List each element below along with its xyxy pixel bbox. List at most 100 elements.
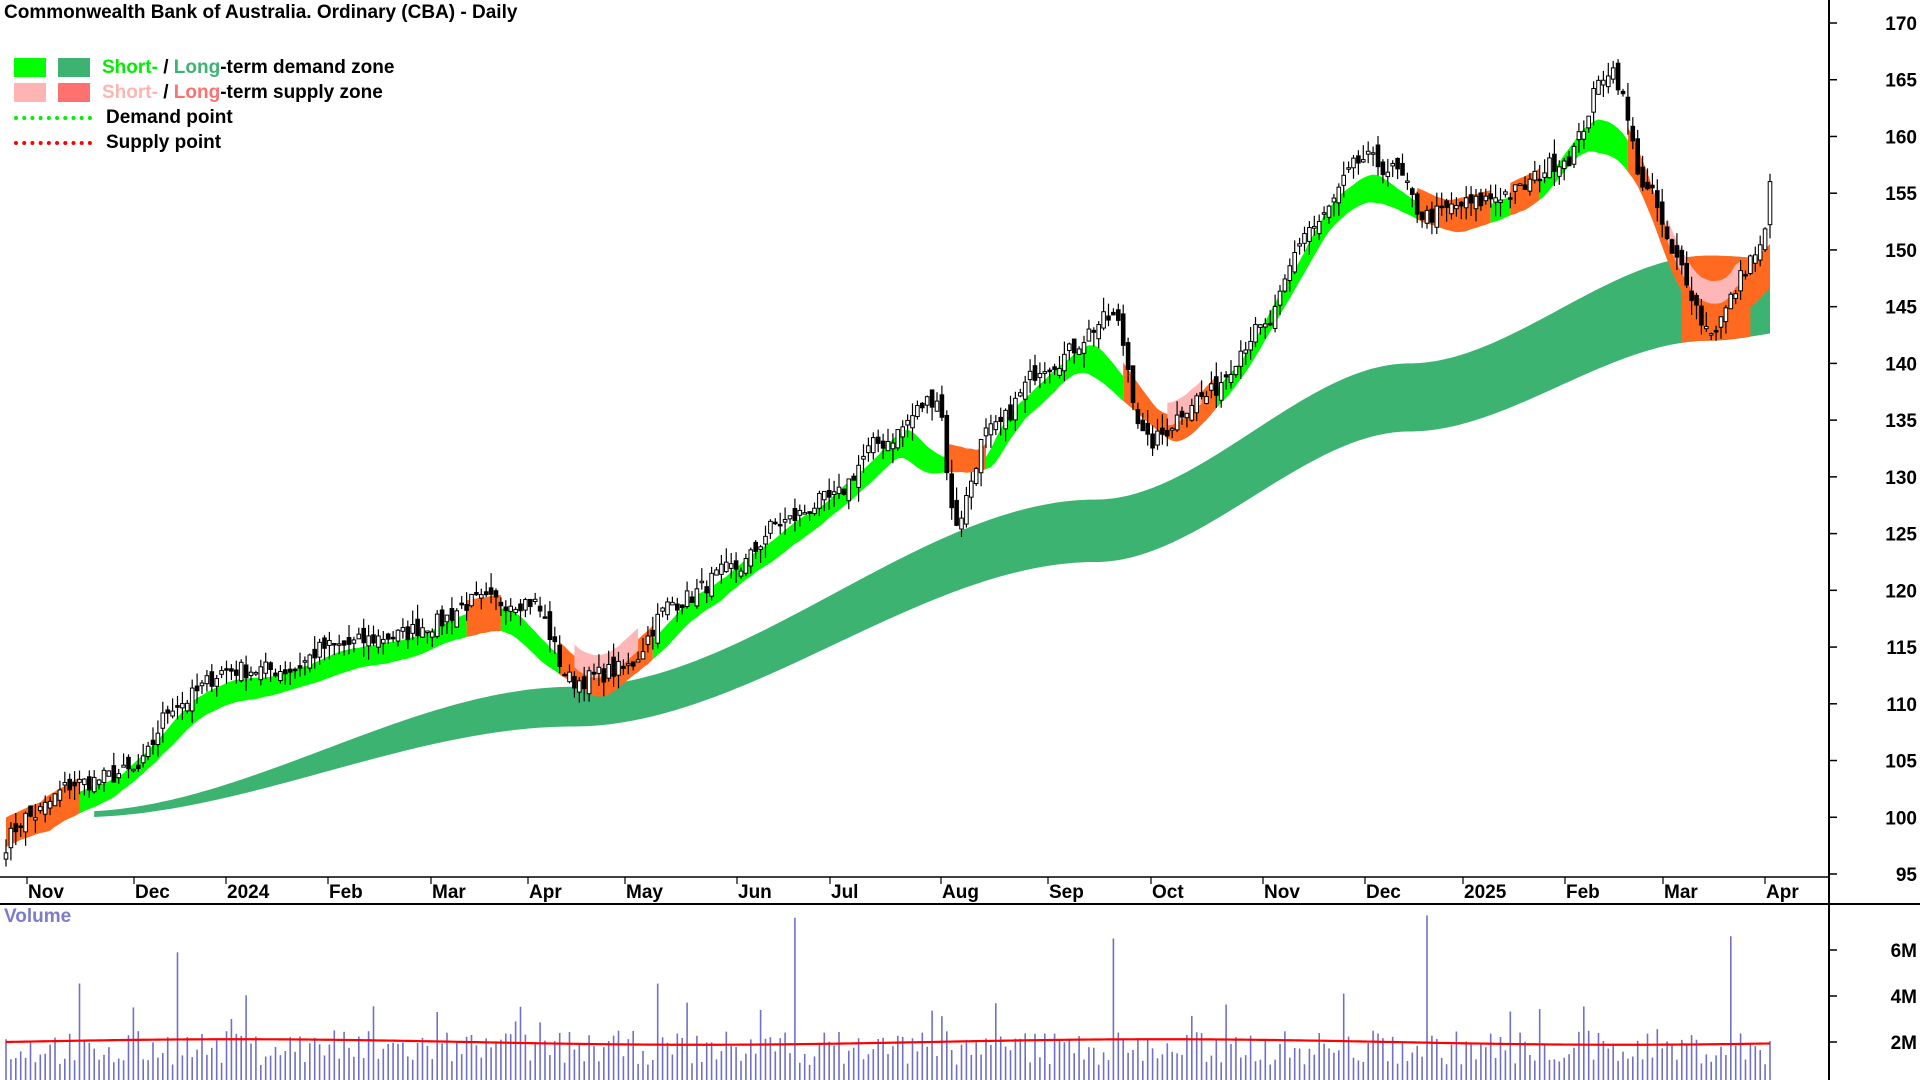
candle-up <box>645 635 651 645</box>
candle-up <box>145 745 151 758</box>
candle-down <box>1640 166 1645 188</box>
candle-up <box>1351 157 1356 169</box>
candle-up <box>1473 195 1479 210</box>
candle-up <box>1272 305 1278 329</box>
candle-down <box>87 776 92 791</box>
candle-up <box>616 660 621 676</box>
candle-up <box>1194 395 1200 414</box>
candle-up <box>1346 167 1351 170</box>
price-tick-label: 105 <box>1885 752 1917 773</box>
candle-up <box>763 535 768 545</box>
candle-up <box>1027 370 1033 381</box>
short-term-supply-zone <box>1627 126 1770 317</box>
candle-up <box>660 607 665 612</box>
candle-down <box>385 633 391 640</box>
candle-up <box>42 801 48 815</box>
candle-down <box>753 541 759 552</box>
month-label: 2025 <box>1464 882 1507 903</box>
candle-down <box>273 672 278 677</box>
candle-up <box>77 778 82 783</box>
candle-down <box>1199 392 1204 397</box>
candle-up <box>513 608 518 614</box>
candle-up <box>1189 404 1195 421</box>
short-supply-swatch <box>14 83 46 102</box>
candle-up <box>1498 199 1503 203</box>
candle-up <box>1503 191 1508 195</box>
candle-up <box>694 588 700 607</box>
candle-up <box>846 478 852 502</box>
candle-down <box>875 436 881 444</box>
candle-up <box>626 663 631 666</box>
candle-up <box>1218 382 1224 401</box>
candle-down <box>547 611 553 641</box>
candle-down <box>322 637 327 649</box>
candle-down <box>552 636 558 643</box>
candle-down <box>346 637 352 645</box>
candle-down <box>704 586 710 594</box>
candle-up <box>924 396 930 406</box>
price-tick-label: 110 <box>1886 695 1917 716</box>
candle-down <box>126 756 131 770</box>
candle-down <box>954 499 959 526</box>
short-term-demand-zone <box>652 429 947 660</box>
candle-down <box>415 618 420 637</box>
candle-up <box>1449 203 1454 215</box>
candle-down <box>880 440 886 449</box>
candle-up <box>655 613 661 644</box>
candle-up <box>1576 131 1582 141</box>
candle-down <box>136 764 141 769</box>
candle-down <box>175 705 180 708</box>
month-label: Aug <box>942 882 979 903</box>
candle-up <box>1370 152 1376 155</box>
candle-down <box>1419 211 1425 221</box>
short-term-supply-zone <box>466 595 501 637</box>
candle-up <box>185 702 190 712</box>
short-term-supply-zone <box>1510 167 1540 216</box>
candle-up <box>822 490 827 501</box>
candle-down <box>1694 294 1699 306</box>
candle-up <box>62 782 68 786</box>
candle-up <box>1042 371 1048 374</box>
candle-up <box>1762 228 1768 251</box>
candle-down <box>243 664 249 679</box>
candle-up <box>1209 383 1214 391</box>
candle-down <box>1356 155 1361 164</box>
candle-down <box>341 640 347 646</box>
candle-up <box>1101 311 1106 329</box>
candle-up <box>1547 157 1552 179</box>
candle-up <box>1067 343 1072 352</box>
candle-up <box>1238 350 1244 367</box>
candle-up <box>1174 414 1180 431</box>
candle-down <box>1267 322 1273 326</box>
candle-up <box>400 627 406 632</box>
candle-up <box>1013 397 1018 421</box>
legend-demand-point: Demand point <box>14 105 394 130</box>
candle-down <box>312 648 317 659</box>
candle-up <box>787 515 793 520</box>
candle-down <box>1400 162 1405 176</box>
candle-down <box>518 603 523 612</box>
candle-down <box>297 665 303 669</box>
candle-down <box>591 671 597 675</box>
candle-down <box>733 560 739 570</box>
short-term-demand-zone <box>500 608 560 675</box>
candle-down <box>998 416 1004 423</box>
candle-up <box>1610 67 1616 80</box>
candle-up <box>523 599 528 611</box>
candle-up <box>532 598 538 602</box>
candle-up <box>395 629 401 642</box>
candle-down <box>464 604 469 611</box>
candle-up <box>1331 197 1337 203</box>
candle-down <box>528 598 533 608</box>
candle-up <box>1757 244 1763 261</box>
candle-up <box>204 675 210 685</box>
candle-down <box>542 616 548 619</box>
candle-up <box>1532 170 1538 181</box>
candle-up <box>8 827 14 849</box>
month-label: Jul <box>831 882 858 903</box>
candle-down <box>488 587 494 595</box>
candle-down <box>439 609 445 627</box>
candle-down <box>1743 273 1748 277</box>
candle-up <box>1096 324 1102 340</box>
candle-up <box>57 789 63 801</box>
